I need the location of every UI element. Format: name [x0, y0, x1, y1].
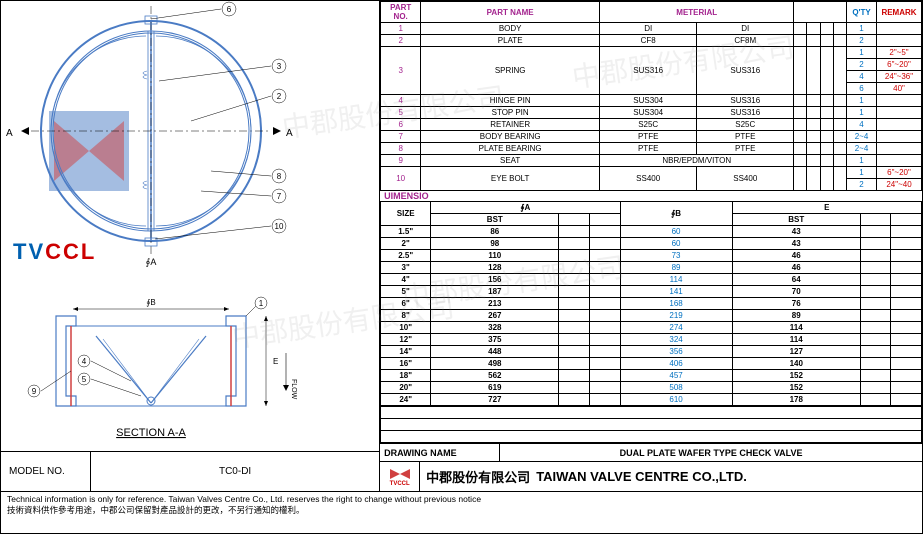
main-area: TVCCL [1, 1, 922, 491]
filler-table [380, 406, 922, 443]
logo-bowtie-icon [388, 467, 412, 481]
th-qty: Q'TY [847, 2, 877, 23]
svg-text:7: 7 [277, 192, 282, 201]
dimension-label: UIMENSIO [380, 191, 922, 201]
th-material: METERIAL [600, 2, 794, 23]
drawing-name-label: DRAWING NAME [380, 444, 500, 461]
th-partno: PART NO. [381, 2, 421, 23]
company-cn: 中郡股份有限公司 [420, 467, 536, 486]
svg-text:8: 8 [277, 172, 282, 181]
parts-table: PART NO. PART NAME METERIAL Q'TY REMARK … [380, 1, 922, 191]
svg-text:∮B: ∮B [146, 298, 156, 307]
th-e: E [732, 202, 921, 214]
logo-text: TVCCL [390, 481, 410, 487]
svg-text:1: 1 [259, 299, 264, 308]
footer: Technical information is only for refere… [1, 491, 922, 518]
page: TVCCL [0, 0, 923, 534]
th-b: ∮B [620, 202, 732, 226]
th-size: SIZE [381, 202, 431, 226]
th-remark: REMARK [877, 2, 922, 23]
company-en: TAIWAN VALVE CENTRE CO.,LTD. [536, 469, 747, 484]
svg-text:6: 6 [227, 5, 232, 14]
th-blank1 [559, 214, 590, 226]
svg-text:10: 10 [275, 222, 284, 231]
svg-text:∮A: ∮A [146, 257, 157, 267]
svg-text:A: A [286, 128, 293, 139]
svg-text:SECTION A-A: SECTION A-A [116, 427, 186, 439]
th-blank2 [589, 214, 620, 226]
logo-cell: TVCCL [380, 462, 420, 491]
th-a: ∮A [431, 202, 620, 214]
footer-cn: 技術資料供作參考用途，中郡公司保留對產品設計的更改，不另行通知的權利。 [7, 504, 916, 516]
drawing-name-value: DUAL PLATE WAFER TYPE CHECK VALVE [500, 448, 922, 458]
svg-text:3: 3 [277, 62, 282, 71]
th-bst-e: BST [732, 214, 860, 226]
model-label: MODEL NO. [1, 452, 91, 491]
left-panel: TVCCL [1, 1, 380, 491]
right-panel: PART NO. PART NAME METERIAL Q'TY REMARK … [380, 1, 922, 491]
th-partname: PART NAME [421, 2, 600, 23]
th-bst-a: BST [431, 214, 559, 226]
model-row: MODEL NO. TC0-DI [1, 451, 379, 491]
svg-text:2: 2 [277, 92, 282, 101]
th-blank4 [891, 214, 922, 226]
drawing-svg: A A 6 3 2 8 [1, 1, 381, 451]
svg-text:FLOW: FLOW [290, 379, 297, 400]
th-blank3 [860, 214, 891, 226]
svg-text:E: E [273, 357, 278, 366]
dimension-table: SIZE ∮A ∮B E BST BST 1.5"8660432"9860432… [380, 201, 922, 406]
svg-text:9: 9 [32, 387, 37, 396]
model-value: TC0-DI [91, 466, 379, 477]
drawing-area: TVCCL [1, 1, 379, 451]
company-row: TVCCL 中郡股份有限公司 TAIWAN VALVE CENTRE CO.,L… [380, 461, 922, 491]
footer-en: Technical information is only for refere… [7, 494, 916, 504]
svg-text:5: 5 [82, 375, 87, 384]
drawing-name-row: DRAWING NAME DUAL PLATE WAFER TYPE CHECK… [380, 443, 922, 461]
svg-text:4: 4 [82, 357, 87, 366]
th-blank [794, 2, 847, 23]
svg-text:A: A [6, 128, 13, 139]
